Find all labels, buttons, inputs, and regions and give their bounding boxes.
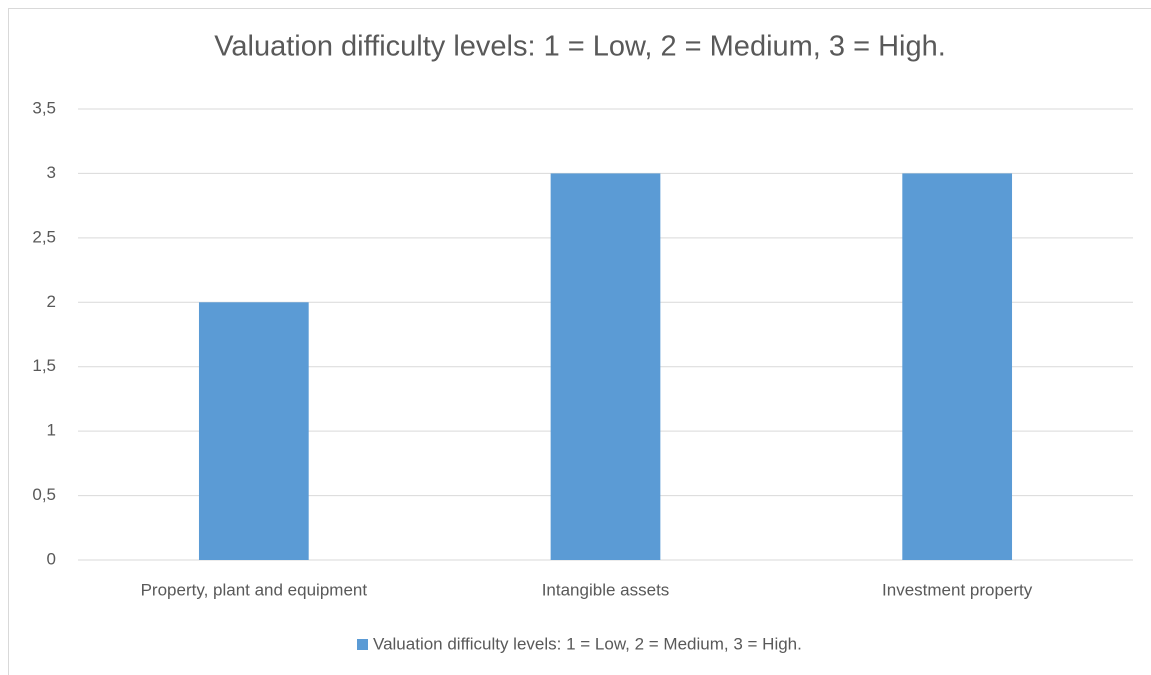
y-tick-label: 0,5 (32, 485, 56, 504)
chart-title: Valuation difficulty levels: 1 = Low, 2 … (214, 31, 946, 63)
x-tick-label: Investment property (882, 580, 1033, 599)
legend-swatch (357, 639, 368, 650)
y-tick-label: 2,5 (32, 227, 56, 246)
bar (902, 173, 1013, 560)
y-tick-label: 3 (47, 163, 56, 182)
x-tick-label: Property, plant and equipment (141, 580, 368, 599)
x-tick-label: Intangible assets (542, 580, 670, 599)
y-tick-label: 2 (47, 292, 56, 311)
y-tick-label: 3,5 (32, 98, 56, 117)
bar (550, 173, 661, 560)
y-tick-label: 0 (47, 549, 56, 568)
bar (198, 302, 309, 560)
y-tick-label: 1 (47, 421, 56, 440)
y-tick-label: 1,5 (32, 356, 56, 375)
legend-label: Valuation difficulty levels: 1 = Low, 2 … (373, 634, 802, 653)
